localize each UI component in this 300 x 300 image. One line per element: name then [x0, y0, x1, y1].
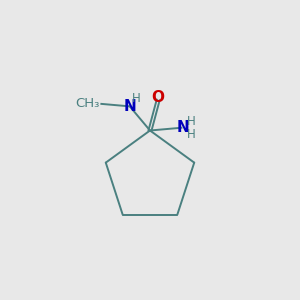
- Text: H: H: [187, 115, 196, 128]
- Text: CH₃: CH₃: [76, 98, 100, 110]
- Text: O: O: [152, 90, 165, 105]
- Text: H: H: [132, 92, 141, 105]
- Text: H: H: [187, 128, 196, 141]
- Text: N: N: [123, 99, 136, 114]
- Text: N: N: [176, 120, 189, 135]
